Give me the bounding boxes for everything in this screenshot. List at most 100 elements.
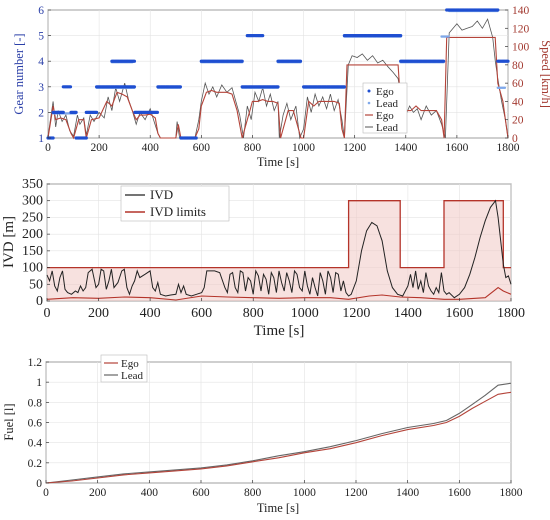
- chart1-x-tick-label: 800: [244, 142, 262, 154]
- chart1-ego-gear-point: [506, 59, 510, 63]
- chart2-x-ticks: 0 200 400 600 800 1000 1200 1400 1600 1800: [44, 298, 525, 321]
- chart1-x-ticks: 0 200 400 600 800 1000 1200 1400 1600 1800: [45, 135, 520, 154]
- chart3-x-tick-label: 1800: [500, 487, 523, 499]
- chart1-ego-gear-point: [442, 59, 446, 63]
- chart3-legend-label-lead: Lead: [121, 370, 143, 382]
- chart1-x-tick-label: 400: [142, 142, 160, 154]
- chart1-right-y-tick-label: 140: [512, 5, 530, 17]
- chart1-x-tick-label: 1800: [497, 142, 520, 154]
- chart1-ego-gear-point: [178, 85, 182, 89]
- chart1-x-tick-label: 1000: [292, 142, 315, 154]
- chart3-y-tick-label: 0.2: [28, 458, 43, 470]
- chart2-x-tick-label: 400: [140, 306, 161, 321]
- chart2-legend-label-ivd: IVD: [150, 187, 173, 202]
- chart1-x-tick-label: 200: [90, 142, 108, 154]
- chart1-ego-gear-point: [399, 34, 403, 38]
- chart3-y-tick-label: 0.8: [28, 397, 43, 409]
- chart1-ego-gear-point: [61, 110, 65, 114]
- chart2-y-tick-label: 300: [22, 194, 43, 209]
- chart1-marks: [46, 8, 510, 140]
- chart3-x-tick-label: 600: [192, 487, 210, 499]
- chart2-x-axis-label: Time [s]: [254, 323, 305, 339]
- chart1-ego-gear-point: [95, 110, 99, 114]
- chart2-legend-label-limits: IVD limits: [150, 204, 206, 219]
- chart2-marks: [46, 199, 512, 301]
- chart1-y-ticks-left: 1 2 3 4 5 6: [38, 5, 51, 145]
- chart1-ego-gear-point: [155, 110, 159, 114]
- chart3-marks: [45, 382, 512, 484]
- chart2-x-tick-label: 0: [44, 306, 51, 321]
- chart1-legend-marker-ego-gear: [367, 89, 371, 93]
- chart3-y-tick-label: 0.4: [28, 438, 43, 450]
- chart1-ego-gear-point: [298, 59, 303, 63]
- chart2-legend: IVD IVD limits: [120, 185, 230, 222]
- chart1-legend-label-lead-gear: Lead: [376, 98, 398, 110]
- chart2-series-ivd-line: [46, 199, 512, 299]
- chart1-x-tick-label: 0: [45, 142, 51, 154]
- chart3-legend: Ego Lead: [100, 354, 148, 383]
- chart1-lead-gear-point: [447, 35, 450, 38]
- chart1-ego-gear-point: [194, 136, 198, 140]
- chart2-limits-band: [47, 200, 511, 301]
- chart1-left-y-tick-label: 5: [38, 31, 44, 43]
- chart3-legend-box: [100, 354, 148, 383]
- chart2-y-axis-label: IVD [m]: [1, 216, 17, 268]
- chart1-right-y-tick-label: 40: [512, 96, 524, 108]
- chart1-left-y-tick-label: 3: [38, 82, 44, 94]
- chart3-series-ego-line: [45, 391, 512, 484]
- chart3-y-tick-label: 1: [36, 377, 42, 389]
- chart1-lead-gear-point: [503, 86, 507, 90]
- chart1-right-y-tick-label: 80: [512, 60, 524, 72]
- chart2-y-tick-label: 50: [29, 277, 43, 292]
- chart2-x-tick-label: 800: [243, 306, 264, 321]
- chart3-x-tick-label: 1000: [293, 487, 316, 499]
- chart1-y-axis-label-left: Gear number [-]: [12, 33, 26, 114]
- chart2-y-tick-label: 0: [36, 294, 43, 309]
- chart1-series-lead-speed-line: [47, 18, 509, 140]
- chart1-legend-label-lead-speed: Lead: [376, 122, 398, 134]
- chart2-lower-limit-line: [46, 286, 512, 301]
- chart3-x-tick-label: 1400: [396, 487, 419, 499]
- chart1-legend-label-ego-gear: Ego: [376, 86, 394, 98]
- chart1-ego-gear-point: [74, 110, 78, 114]
- chart1-ego-gear-point: [84, 136, 88, 140]
- chart3-x-ticks: 0 200 400 600 800 1000 1200 1400 1600 1800: [43, 480, 523, 499]
- chart1-ego-gear-point: [240, 59, 244, 63]
- chart1-ego-gear-point: [68, 85, 73, 89]
- chart2-y-tick-label: 150: [22, 244, 43, 259]
- chart3-y-tick-label: 0: [36, 478, 42, 490]
- chart2-x-tick-label: 1200: [342, 306, 370, 321]
- chart2-x-tick-label: 200: [88, 306, 109, 321]
- chart1-left-y-tick-label: 4: [38, 56, 44, 68]
- chart1-right-y-tick-label: 100: [512, 42, 530, 54]
- chart1-left-y-tick-label: 1: [38, 133, 44, 145]
- chart1-right-y-tick-label: 0: [512, 133, 518, 145]
- chart1-ego-gear-point: [261, 34, 265, 38]
- chart3-y-tick-label: 1.2: [28, 357, 43, 369]
- chart2-x-tick-label: 1400: [394, 306, 422, 321]
- chart3-y-axis-label: Fuel [l]: [2, 403, 16, 440]
- chart3-y-ticks: 0 0.2 0.4 0.6 0.8 1 1.2: [28, 357, 49, 490]
- chart1-left-y-tick-label: 6: [38, 5, 44, 17]
- chart-gear-speed: 0 200 400 600 800 1000 1200 1400 1600 1800 123456…: [12, 5, 550, 169]
- chart1-x-tick-label: 600: [193, 142, 211, 154]
- chart1-x-tick-label: 1200: [343, 142, 366, 154]
- chart2-x-tick-label: 1000: [291, 306, 319, 321]
- chart1-ego-gear-point: [132, 85, 136, 89]
- chart2-y-tick-label: 250: [22, 210, 43, 225]
- chart1-legend: Ego Lead Ego Lead: [362, 82, 408, 134]
- chart2-x-tick-label: 600: [191, 306, 212, 321]
- chart1-right-y-tick-label: 120: [512, 23, 530, 35]
- chart1-right-y-tick-label: 60: [512, 78, 524, 90]
- chart1-ego-gear-point: [276, 85, 280, 89]
- chart1-x-tick-label: 1600: [445, 142, 468, 154]
- chart2-y-tick-label: 200: [22, 227, 43, 242]
- chart2-x-tick-label: 1800: [497, 306, 525, 321]
- chart3-x-tick-label: 1200: [345, 487, 368, 499]
- chart1-ego-gear-point: [51, 136, 55, 140]
- chart3-x-tick-label: 800: [244, 487, 262, 499]
- chart1-y-axis-label-right: Speed [km/h]: [539, 40, 550, 108]
- chart3-x-tick-label: 200: [89, 487, 107, 499]
